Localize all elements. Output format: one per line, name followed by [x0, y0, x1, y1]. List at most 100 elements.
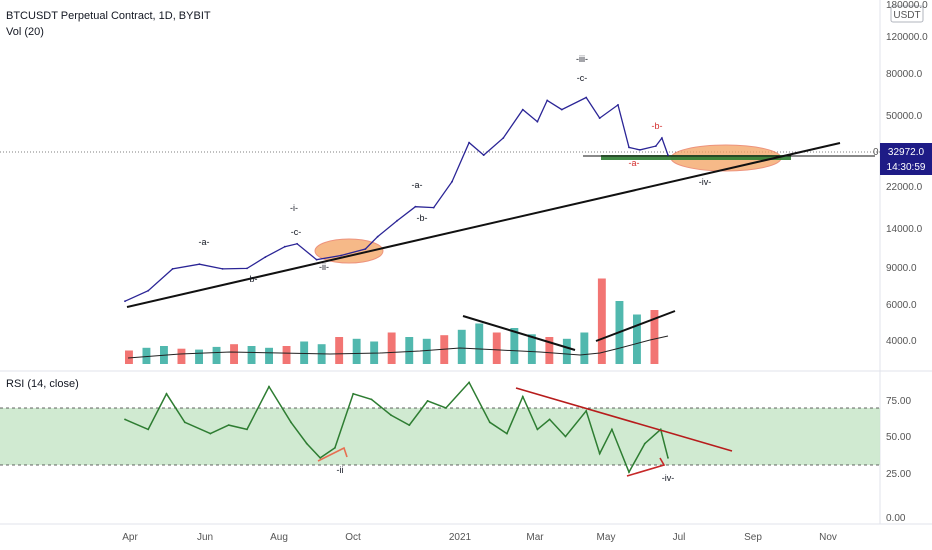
volume-bar	[142, 347, 151, 364]
rsi-point	[334, 447, 336, 449]
rsi-wave-label-ii: -ii	[337, 465, 344, 475]
price-tick: 50000.0	[886, 111, 923, 122]
price-tick: 22000.0	[886, 182, 923, 193]
wave-label-ii: -ii-	[319, 262, 329, 272]
wave-label-iv: -iv-	[699, 177, 712, 187]
trendline	[126, 142, 841, 308]
rsi-point	[290, 421, 292, 424]
volume-label: Vol (20)	[6, 26, 44, 38]
rsi-point	[124, 418, 126, 421]
price-point	[340, 254, 342, 257]
price-point	[414, 205, 417, 208]
currency-badge-label: USDT	[893, 10, 920, 21]
price-point	[124, 300, 126, 303]
current-price-badge	[880, 143, 932, 175]
rsi-point	[611, 428, 613, 431]
price-point	[246, 267, 248, 270]
volume-bar	[195, 349, 203, 364]
volume-bar	[300, 341, 309, 364]
x-tick: Apr	[122, 532, 138, 543]
x-tick: 2021	[449, 532, 472, 543]
rsi-point	[536, 428, 539, 431]
rsi-point	[227, 424, 230, 426]
volume-bar	[125, 350, 133, 364]
rsi-label: RSI (14, close)	[6, 378, 79, 390]
volume-bar	[265, 347, 273, 364]
volume-bar	[387, 332, 396, 364]
rsi-point	[305, 442, 308, 445]
price-point	[451, 180, 453, 183]
price-point	[364, 248, 367, 250]
price-point	[639, 149, 641, 151]
price-point	[468, 141, 470, 144]
volume-bar	[475, 323, 484, 364]
wave-label-iii: -iii-	[576, 54, 588, 64]
rsi-point	[643, 442, 646, 445]
wave-label-c: -c-	[577, 73, 588, 83]
x-axis: Apr Jun Aug Oct 2021 Mar May Jul Sep Nov	[122, 532, 837, 543]
volume-bar	[457, 329, 466, 364]
volume-bar	[405, 337, 414, 364]
price-tick: 80000.0	[886, 69, 923, 80]
price-point	[521, 108, 524, 111]
rsi-wave-label-iv: -iv-	[662, 473, 675, 483]
rsi-point	[521, 395, 524, 398]
rsi-point	[659, 428, 662, 431]
rsi-point	[488, 421, 491, 424]
wave-label-b: -b-	[417, 213, 428, 223]
rsi-point	[183, 421, 186, 424]
x-tick: Mar	[526, 532, 544, 543]
price-point	[147, 289, 150, 292]
rsi-point	[426, 400, 429, 402]
rsi-divergence-arrow	[626, 457, 666, 477]
volume-bar	[212, 346, 221, 364]
currency-badge[interactable]	[890, 5, 924, 23]
price-point	[585, 96, 588, 99]
rsi-point	[408, 424, 411, 426]
price-point	[296, 242, 298, 245]
volume-bar	[633, 314, 641, 364]
price-tick: 9000.0	[886, 263, 917, 274]
volume-bar	[230, 344, 238, 364]
x-tick: Jun	[197, 532, 213, 543]
volume-bar	[335, 337, 344, 364]
rsi-point	[246, 428, 248, 431]
volume-bar	[282, 346, 291, 364]
volume-bar	[422, 338, 431, 364]
rsi-point	[564, 435, 567, 438]
volume-bar	[562, 338, 571, 364]
candle-countdown: 14:30:59	[887, 162, 926, 173]
rsi-down-trendline	[515, 387, 733, 452]
x-tick: Jul	[673, 532, 686, 543]
volume-down-trendline	[462, 315, 576, 351]
rsi-point	[370, 398, 373, 401]
price-point	[171, 268, 174, 270]
price-point	[617, 104, 619, 106]
volume-up-trendline	[595, 310, 676, 342]
rsi-tick: 50.00	[886, 432, 911, 443]
support-box	[601, 155, 791, 160]
price-point	[661, 137, 663, 139]
volume-bar	[177, 348, 186, 364]
price-point	[667, 154, 669, 157]
volume-bar	[597, 278, 606, 364]
volume-bar	[527, 334, 536, 364]
volume-bars	[125, 278, 659, 364]
rsi-point	[468, 381, 470, 384]
rsi-band	[0, 408, 880, 465]
price-point	[376, 235, 379, 238]
x-tick: Oct	[345, 532, 361, 543]
price-tick: 120000.0	[886, 32, 928, 43]
rsi-point	[667, 457, 669, 459]
rsi-tick: 25.00	[886, 469, 911, 480]
volume-bar	[545, 337, 554, 364]
price-point	[283, 245, 286, 248]
price-point	[502, 137, 505, 139]
price-point	[598, 117, 601, 119]
price-point	[221, 268, 224, 270]
rsi-point	[598, 452, 601, 455]
rsi-point	[147, 428, 150, 431]
price-point	[560, 108, 563, 111]
price-point	[315, 258, 318, 261]
